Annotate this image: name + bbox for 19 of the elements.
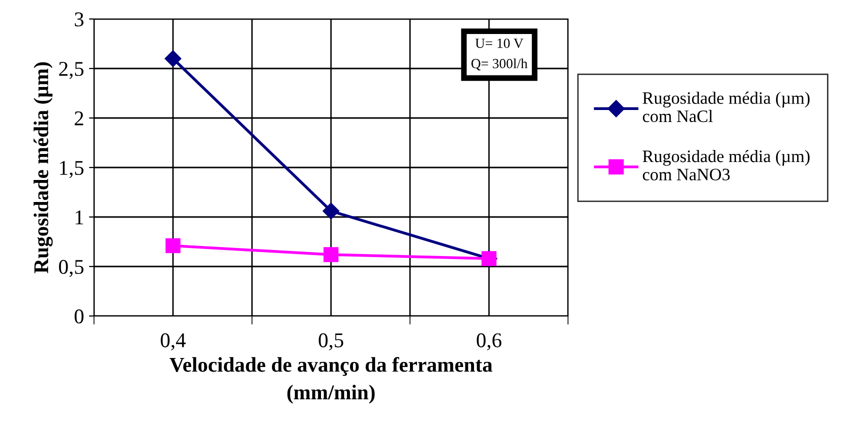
y-tick-label: 0 [74,309,84,324]
y-tick-label: 2,5 [59,62,84,79]
y-axis-title: Rugosidade média (µm) [34,62,53,274]
point [166,238,180,254]
annotation: U= 10 V Q= 300l/h [471,38,528,70]
x-axis-title: Velocidade de avanço da ferramenta (mm/min) [170,356,492,404]
point [164,50,182,67]
x-tick-label: 0,6 [476,333,502,350]
y-tick-label: 1,5 [60,160,84,178]
legend-label: Rugosidade média (µm) com NaCl [642,92,810,122]
y-tick-label: 3 [74,12,84,26]
x-tick-label: 0,5 [318,333,344,350]
y-tick-label: 1 [76,210,84,224]
point [322,202,340,220]
x-tick-label: 0,4 [160,333,186,350]
y-tick-label: 2 [74,111,84,126]
legend-label: Rugosidade média (µm) com NaNO3 [642,150,810,180]
point [324,247,338,262]
y-tick-label: 0,5 [59,260,84,277]
